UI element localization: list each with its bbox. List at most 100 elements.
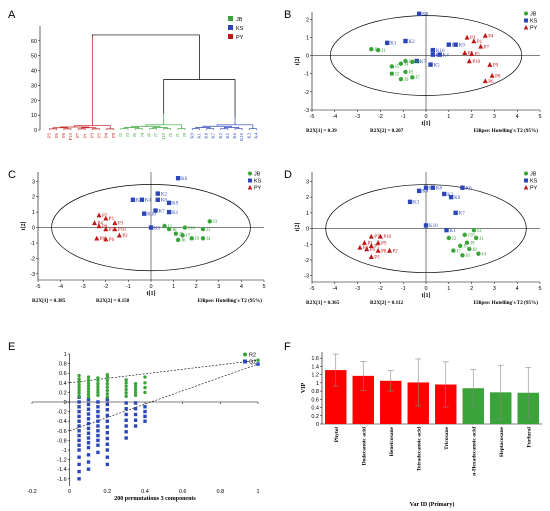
y-tick-label: -0.8 xyxy=(57,438,66,444)
q2-point xyxy=(124,436,128,440)
point-label: K5 xyxy=(434,63,441,68)
q2-point xyxy=(105,402,110,407)
dendrogram-link xyxy=(49,128,58,130)
leaf-label: K4 xyxy=(253,132,258,138)
point-label: J10 xyxy=(188,226,195,231)
leaf-label: J5 xyxy=(168,132,173,137)
y-tick-label: 1 xyxy=(64,352,67,358)
footer-r2x1: R2X[1] = 0.365 xyxy=(306,300,340,306)
dendrogram-link xyxy=(163,79,236,117)
point-label: K9 xyxy=(172,202,179,207)
data-point xyxy=(375,247,381,253)
point-label: K2 xyxy=(161,192,168,197)
footer-ellipse: Ellipse: Hotelling's T2 (95%) xyxy=(474,299,539,306)
data-point xyxy=(155,197,160,202)
point-label: J1 xyxy=(206,228,211,233)
x-tick-label: 0 xyxy=(424,286,427,292)
data-point xyxy=(155,191,160,196)
data-point xyxy=(398,61,404,66)
x-tick-label: 2 xyxy=(470,286,473,292)
point-label: J2 xyxy=(395,73,400,78)
q2-point xyxy=(105,448,110,452)
data-point xyxy=(361,240,367,245)
footer-r2x1: R2X[1] = 0.39 xyxy=(306,128,337,134)
category-label: Dodecanoic acid xyxy=(361,427,367,465)
x-tick-label: 0.4 xyxy=(141,489,149,495)
x-axis-title: 200 permutations 3 components xyxy=(114,496,196,502)
y-tick-label: 2 xyxy=(32,195,35,201)
data-point xyxy=(448,194,454,200)
dendrogram-link xyxy=(206,128,214,130)
point-label: J2 xyxy=(452,237,457,242)
q2-point xyxy=(77,433,81,438)
x-tick-label: -4 xyxy=(58,284,63,290)
dendrogram-link xyxy=(63,128,72,130)
point-label: K4 xyxy=(422,190,429,195)
data-point xyxy=(444,227,449,233)
y-tick-label: -1.2 xyxy=(57,458,66,464)
point-label: P8 xyxy=(495,74,501,79)
x-tick-label: 5 xyxy=(538,114,541,120)
data-point xyxy=(112,220,118,226)
x-tick-label: -3 xyxy=(355,286,360,292)
legend-marker xyxy=(248,178,252,183)
q2-point xyxy=(77,438,81,443)
data-point xyxy=(368,254,374,260)
dendrogram-panel: 0 10 20 30 40 50 60 P2 P6 P8 P10 P7 P1 P3 P5 P4 P9 J2 J3 J8… xyxy=(31,16,258,141)
y-tick-label: -0.6 xyxy=(57,429,66,435)
y-tick-label: -2 xyxy=(30,256,35,262)
point-label: J9 xyxy=(470,242,475,247)
y-tick-label: 40 xyxy=(31,69,37,75)
legend-marker xyxy=(524,171,528,176)
data-point xyxy=(416,11,422,17)
category-label: Phytol xyxy=(334,427,340,443)
point-label: P3 xyxy=(374,256,380,261)
point-label: K6 xyxy=(422,13,429,18)
x-tick-label: 3 xyxy=(493,286,496,292)
point-label: J7 xyxy=(415,76,420,81)
x-tick-label: 4 xyxy=(516,286,519,292)
dendrogram-link xyxy=(191,128,200,130)
data-point xyxy=(476,251,481,256)
data-point xyxy=(92,220,97,226)
category-label: n-Hexadecanoic acid xyxy=(471,427,477,476)
data-point xyxy=(407,199,413,205)
data-point xyxy=(166,200,172,206)
legend-marker xyxy=(524,178,528,183)
x-tick-label: 1 xyxy=(256,489,259,495)
y-tick-label: -2 xyxy=(304,90,309,96)
leaf-label: P9 xyxy=(111,132,116,138)
data-point xyxy=(446,235,451,241)
q2-point xyxy=(105,436,110,441)
q2-point xyxy=(86,397,91,402)
x-tick-label: 1 xyxy=(447,114,450,120)
footer-r2x2: R2X[2] = 0.112 xyxy=(370,300,403,306)
y-tick-label: -1 xyxy=(304,72,309,78)
r2-point xyxy=(96,382,100,386)
q2-point xyxy=(77,424,81,428)
data-point xyxy=(430,185,436,190)
point-label: K1 xyxy=(450,229,457,234)
legend-swatch xyxy=(228,25,233,30)
y-tick-label: 0 xyxy=(306,54,309,60)
x-tick-label: 0.6 xyxy=(179,489,187,495)
y-tick-label: 3 xyxy=(32,179,35,185)
data-point xyxy=(175,237,181,243)
point-label: K10 xyxy=(436,49,445,54)
r2-point xyxy=(86,375,91,379)
leaf-label: J2 xyxy=(118,132,123,137)
q2-point xyxy=(77,448,81,452)
point-label: P4 xyxy=(98,222,104,227)
hotelling-ellipse xyxy=(325,184,527,273)
y-tick-label: 10 xyxy=(31,113,37,119)
panel-label-a: A xyxy=(8,9,16,21)
r2-point xyxy=(96,387,100,392)
r2-point xyxy=(96,384,100,389)
data-point xyxy=(489,72,495,78)
hotelling-ellipse xyxy=(329,15,523,96)
legend-label: JB xyxy=(236,17,243,23)
data-point xyxy=(175,175,181,181)
x-axis-title: t[1] xyxy=(422,293,431,299)
point-label: J7 xyxy=(456,249,461,254)
q2-point xyxy=(256,362,260,366)
